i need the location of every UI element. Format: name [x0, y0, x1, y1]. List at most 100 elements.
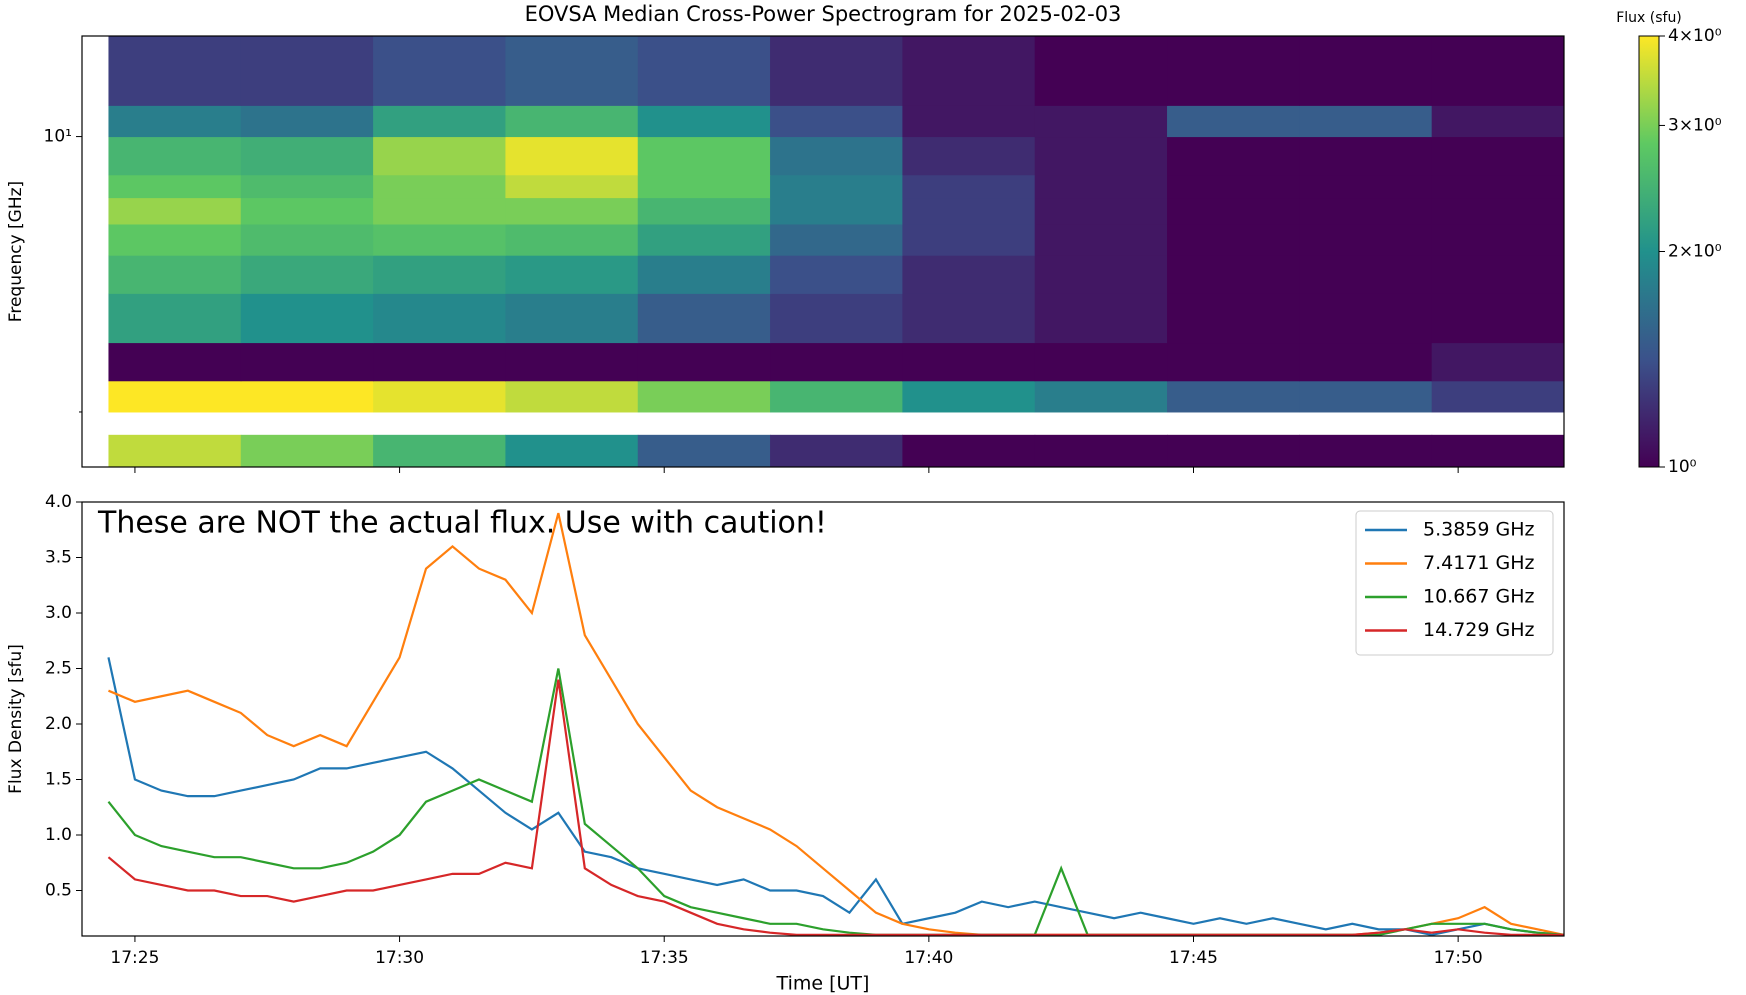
heatmap-cell [108, 342, 242, 382]
series-lines [107, 512, 1564, 936]
heatmap-cell [637, 36, 771, 106]
x-tick-label: 17:35 [640, 948, 689, 968]
heatmap-cell [240, 380, 374, 413]
heatmap-cell [108, 136, 242, 176]
heatmap-cell [770, 105, 903, 138]
heatmap-cell [770, 136, 903, 176]
lightcurve-panel: 17:25 17:30 17:35 17:40 17:45 17:50 0.5 1.0 1.5 2… [6, 492, 1565, 995]
heatmap-cell [1431, 342, 1564, 382]
heatmap-cell [770, 342, 903, 382]
x-tick-label: 17:45 [1169, 948, 1218, 968]
x-tick-label: 17:30 [375, 948, 424, 968]
colorbar [1638, 35, 1660, 468]
heatmap-cell [108, 255, 242, 294]
heatmap-cell [1431, 293, 1564, 344]
heatmap-cell [505, 223, 639, 256]
heatmap-cell [1167, 434, 1300, 467]
heatmap-cell [240, 255, 374, 294]
y-axis-label: Flux Density [sfu] [6, 644, 26, 794]
legend-label: 10.667 GHz [1423, 586, 1535, 608]
heatmap-cell [637, 223, 771, 256]
heatmap-cell [902, 342, 1036, 382]
heatmap-cell [902, 223, 1036, 256]
heatmap-cell [637, 434, 771, 467]
heatmap-cell [505, 434, 639, 467]
x-tick-label: 17:50 [1434, 948, 1483, 968]
heatmap-cell [1167, 174, 1300, 199]
heatmap-cell [902, 136, 1036, 176]
y-tick-label: 3.5 [45, 547, 72, 567]
heatmap-cell [637, 342, 771, 382]
heatmap-cell [1299, 380, 1433, 413]
heatmap-cell [902, 434, 1036, 467]
heatmap-cell [240, 342, 374, 382]
x-axis-label: Time [UT] [776, 973, 870, 995]
heatmap-cell [240, 293, 374, 344]
heatmap-cell [505, 293, 639, 344]
colorbar-tick-label: 3×10⁰ [1668, 115, 1722, 135]
heatmap-cell [1034, 136, 1168, 176]
heatmap-cell [505, 380, 639, 413]
x-tick-label: 17:25 [110, 948, 159, 968]
series-line [107, 657, 1564, 936]
heatmap-cell [1431, 434, 1564, 467]
heatmap-cell [108, 380, 242, 413]
heatmap-cell [1299, 342, 1433, 382]
heatmap-cell [1431, 223, 1564, 256]
heatmap-cell [1034, 293, 1168, 344]
heatmap-cell [1167, 36, 1300, 106]
heatmap-cell [1431, 174, 1564, 199]
heatmap-cell [770, 174, 903, 199]
heatmap-cell [637, 293, 771, 344]
heatmap-cell [1431, 255, 1564, 294]
annotation: These are NOT the actual flux. Use with … [97, 506, 827, 541]
heatmap-cell [1034, 342, 1168, 382]
heatmap-cell [637, 380, 771, 413]
y-tick-label: 2.5 [45, 658, 72, 678]
heatmap-cell [240, 174, 374, 199]
heatmap-cell [505, 342, 639, 382]
heatmap-cell [902, 197, 1036, 225]
heatmap-cell [637, 105, 771, 138]
heatmap-cell [1299, 293, 1433, 344]
heatmap-cell [1167, 380, 1300, 413]
series-line [107, 679, 1564, 936]
heatmap-cell [240, 434, 374, 467]
y-axis-label: Frequency [GHz] [6, 181, 26, 322]
legend-label: 7.4171 GHz [1423, 552, 1535, 574]
heatmap-cell [1431, 380, 1564, 413]
heatmap-cell [108, 174, 242, 199]
heatmap-cell [1034, 255, 1168, 294]
heatmap-cell [1034, 197, 1168, 225]
heatmap-cell [1034, 174, 1168, 199]
heatmap-cell [1299, 136, 1433, 176]
heatmap-cell [770, 223, 903, 256]
heatmap-cell [770, 255, 903, 294]
heatmap-cell [373, 136, 506, 176]
heatmap-cell [637, 136, 771, 176]
legend-label: 5.3859 GHz [1423, 519, 1535, 541]
heatmap-cell [770, 197, 903, 225]
heatmap-cell [1167, 136, 1300, 176]
heatmap-cell [505, 136, 639, 176]
heatmap-cell [108, 105, 242, 138]
heatmap-cell [1034, 380, 1168, 413]
colorbar-tick-label: 2×10⁰ [1668, 242, 1722, 262]
heatmap-cell [373, 105, 506, 138]
y-tick-label: 1.0 [45, 825, 72, 845]
heatmap-cell [902, 105, 1036, 138]
heatmap-cell [902, 255, 1036, 294]
heatmap-cell [373, 380, 506, 413]
y-tick-label: 10¹ [44, 127, 72, 147]
legend-box [1355, 510, 1554, 656]
heatmap-cell [240, 105, 374, 138]
heatmap-cell [1299, 174, 1433, 199]
heatmap-cell [1167, 197, 1300, 225]
heatmap-cell [1431, 105, 1564, 138]
heatmap-cell [1431, 36, 1564, 106]
heatmap-cell [1034, 434, 1168, 467]
plot-frame [81, 501, 1565, 937]
heatmap-cell [108, 36, 242, 106]
heatmap-cell [240, 136, 374, 176]
heatmap-cell [108, 434, 242, 467]
